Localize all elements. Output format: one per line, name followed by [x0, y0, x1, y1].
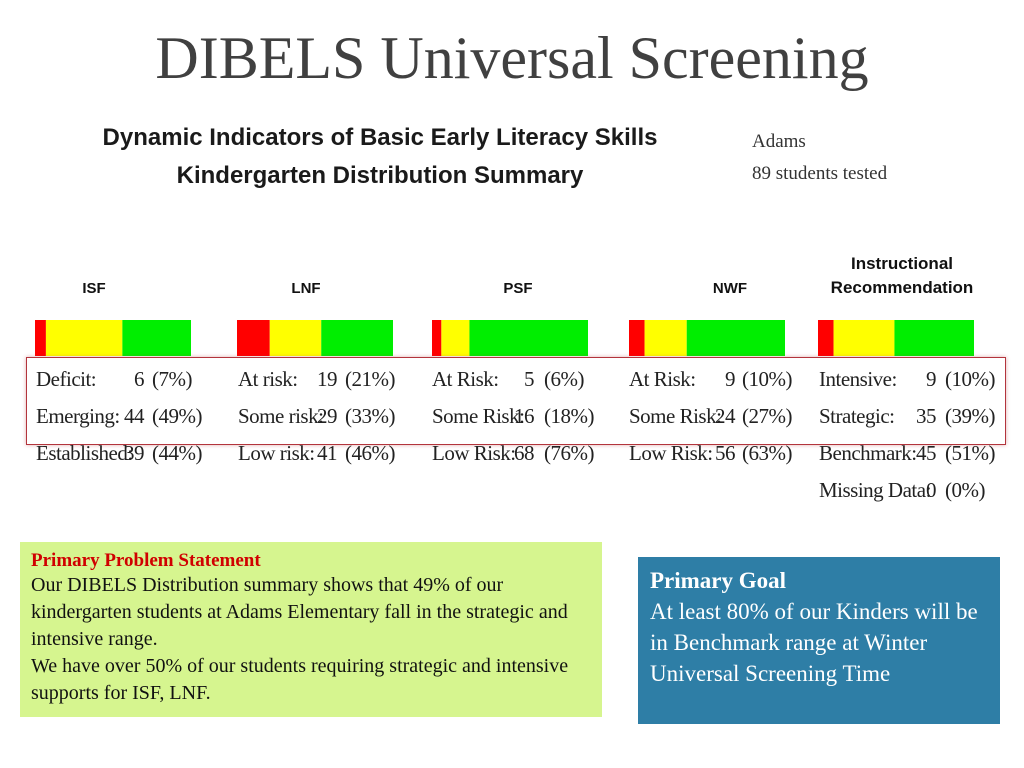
- instructional-risk-some-segment: [833, 320, 895, 356]
- instructional-row-count: 0: [926, 478, 937, 502]
- lnf-row-percent: (46%): [345, 441, 395, 465]
- isf-row-label: Established:: [36, 441, 133, 465]
- lnf-risk-high-segment: [237, 320, 270, 356]
- header-instructional-line1: Instructional: [850, 254, 953, 273]
- report-title-line1: Dynamic Indicators of Basic Early Litera…: [102, 124, 658, 151]
- instructional-row-label: Intensive:: [819, 367, 897, 391]
- lnf-row-label: At risk:: [238, 367, 298, 391]
- isf-row-label: Deficit:: [36, 367, 97, 391]
- nwf-row-label: Low Risk:: [629, 441, 713, 465]
- instructional-row-count: 45: [916, 441, 937, 465]
- nwf-row-label: Some Risk:: [629, 404, 722, 428]
- isf-risk-some-segment: [45, 320, 123, 356]
- psf-risk-low-segment: [469, 320, 588, 356]
- nwf-row-percent: (63%): [742, 441, 792, 465]
- header-nwf: NWF: [712, 280, 748, 297]
- nwf-row-count: 56: [715, 441, 736, 465]
- problem-statement-box: Primary Problem Statement Our DIBELS Dis…: [20, 542, 602, 717]
- header-psf: PSF: [503, 280, 533, 297]
- instructional-row-count: 35: [916, 404, 937, 428]
- isf-row-percent: (44%): [152, 441, 202, 465]
- instructional-row-percent: (0%): [945, 478, 985, 502]
- instructional-row-count: 9: [926, 367, 937, 391]
- problem-heading: Primary Problem Statement: [31, 550, 261, 571]
- nwf-risk-high-segment: [629, 320, 645, 356]
- isf-row-count: 44: [124, 404, 145, 428]
- slide-title: DIBELS Universal Screening: [155, 25, 869, 91]
- problem-line2: We have over 50% of our students requiri…: [31, 655, 569, 704]
- psf-row-percent: (6%): [544, 367, 584, 391]
- instructional-row-label: Strategic:: [819, 404, 895, 428]
- header-lnf: LNF: [291, 280, 321, 297]
- nwf-risk-low-segment: [686, 320, 785, 356]
- psf-risk-some-segment: [441, 320, 470, 356]
- school-name: Adams: [752, 131, 806, 152]
- isf-risk-low-segment: [122, 320, 191, 356]
- instructional-risk-high-segment: [818, 320, 834, 356]
- psf-row-label: Some Risk:: [432, 404, 525, 428]
- isf-risk-high-segment: [35, 320, 46, 356]
- goal-body: At least 80% of our Kinders will be in B…: [650, 599, 978, 686]
- problem-line1: Our DIBELS Distribution summary shows th…: [31, 574, 568, 650]
- nwf-row-count: 9: [725, 367, 736, 391]
- header-instructional-line2: Recommendation: [830, 278, 974, 297]
- instructional-row-percent: (39%): [945, 404, 995, 428]
- lnf-row-count: 41: [317, 441, 338, 465]
- primary-goal-box: Primary Goal At least 80% of our Kinders…: [638, 557, 1000, 724]
- isf-row-count: 39: [124, 441, 145, 465]
- lnf-row-percent: (21%): [345, 367, 395, 391]
- psf-row-percent: (76%): [544, 441, 594, 465]
- psf-row-label: At Risk:: [432, 367, 499, 391]
- psf-row-count: 5: [524, 367, 535, 391]
- nwf-row-percent: (27%): [742, 404, 792, 428]
- instructional-row-label: Missing Data:: [819, 478, 931, 502]
- lnf-risk-some-segment: [269, 320, 322, 356]
- lnf-row-percent: (33%): [345, 404, 395, 428]
- psf-risk-high-segment: [432, 320, 442, 356]
- lnf-row-count: 19: [317, 367, 338, 391]
- isf-row-percent: (49%): [152, 404, 202, 428]
- psf-row-percent: (18%): [544, 404, 594, 428]
- instructional-row-percent: (51%): [945, 441, 995, 465]
- psf-row-count: 16: [514, 404, 535, 428]
- psf-row-label: Low Risk:: [432, 441, 516, 465]
- header-isf: ISF: [82, 280, 106, 297]
- header-instructional: Instructional Recommendation: [802, 252, 1002, 300]
- students-tested: 89 students tested: [752, 163, 888, 184]
- lnf-risk-low-segment: [321, 320, 393, 356]
- isf-row-percent: (7%): [152, 367, 192, 391]
- report-title-line2: Kindergarten Distribution Summary: [176, 162, 584, 189]
- goal-heading: Primary Goal: [650, 568, 787, 593]
- instructional-row-label: Benchmark:: [819, 441, 917, 465]
- lnf-row-count: 29: [317, 404, 338, 428]
- nwf-row-count: 24: [715, 404, 736, 428]
- isf-row-count: 6: [134, 367, 145, 391]
- nwf-row-percent: (10%): [742, 367, 792, 391]
- nwf-row-label: At Risk:: [629, 367, 696, 391]
- lnf-row-label: Low risk:: [238, 441, 315, 465]
- instructional-risk-low-segment: [894, 320, 974, 356]
- psf-row-count: 68: [514, 441, 535, 465]
- instructional-row-percent: (10%): [945, 367, 995, 391]
- lnf-row-label: Some risk:: [238, 404, 324, 428]
- nwf-risk-some-segment: [644, 320, 687, 356]
- isf-row-label: Emerging:: [36, 404, 120, 428]
